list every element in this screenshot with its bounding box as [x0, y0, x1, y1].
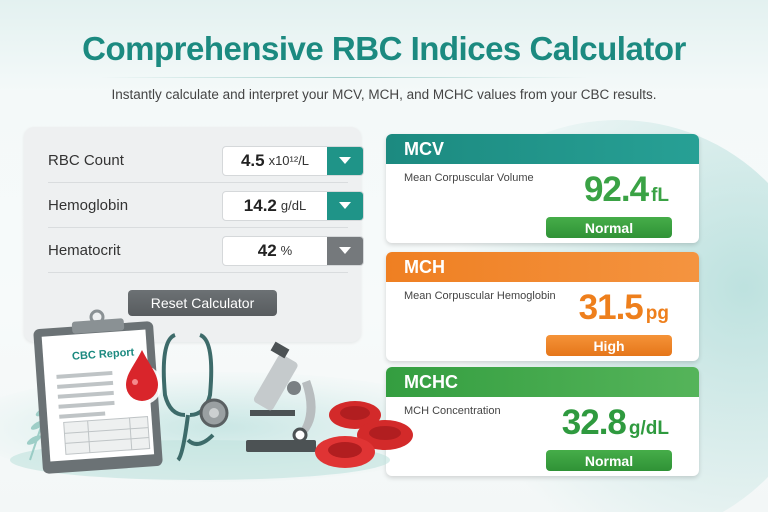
rbc-count-field[interactable]: 4.5 x10¹²/L — [222, 145, 364, 176]
page-subtitle: Instantly calculate and interpret your M… — [111, 87, 657, 102]
blood-drop-icon — [122, 350, 162, 405]
mch-status-badge: High — [546, 335, 672, 356]
mcv-value: 92.4 fL — [583, 170, 669, 209]
hematocrit-label: Hematocrit — [48, 242, 121, 259]
title-divider — [100, 77, 588, 78]
result-card-mch: MCH Mean Corpuscular Hemoglobin 31.5 pg H… — [386, 252, 699, 361]
result-card-mcv: MCV Mean Corpuscular Volume 92.4 fL Norma… — [386, 134, 699, 243]
stethoscope-icon — [161, 333, 229, 462]
rbc-count-unit: x10¹²/L — [268, 153, 310, 168]
rbc-count-label: RBC Count — [48, 152, 124, 169]
rbc-count-input[interactable]: 4.5 x10¹²/L — [240, 150, 310, 170]
rbc-count-dropdown-button[interactable] — [327, 146, 363, 175]
mcv-status-badge: Normal — [546, 217, 672, 238]
mcv-card-header: MCV — [386, 134, 699, 164]
hemoglobin-field[interactable]: 14.2 g/dL — [222, 190, 364, 221]
input-panel: RBC Count 4.5 x10¹²/L Hemoglobin 14.2 g/dL… — [24, 127, 364, 342]
hematocrit-dropdown-button[interactable] — [327, 236, 363, 265]
hemoglobin-dropdown-button[interactable] — [327, 191, 363, 220]
hemoglobin-input[interactable]: 14.2 g/dL — [243, 195, 307, 215]
mch-value: 31.5 pg — [578, 288, 669, 327]
red-blood-cells-icon — [315, 401, 413, 468]
medical-illustration: CBC Report — [10, 309, 413, 480]
chevron-down-icon — [339, 157, 351, 164]
chevron-down-icon — [339, 202, 351, 209]
hemoglobin-label: Hemoglobin — [48, 197, 129, 214]
hemoglobin-unit: g/dL — [280, 198, 307, 213]
chevron-down-icon — [339, 247, 351, 254]
mchc-description: MCH Concentration — [404, 405, 501, 417]
mchc-status-badge: Normal — [546, 450, 672, 471]
input-row-hemoglobin: Hemoglobin 14.2 g/dL — [48, 184, 364, 228]
mchc-value: 32.8 g/dL — [561, 403, 669, 442]
svg-text:CBC Report: CBC Report — [72, 346, 135, 362]
input-row-hematocrit: Hematocrit 42% — [48, 229, 364, 273]
result-card-mchc: MCHC MCH Concentration 32.8 g/dL Normal — [386, 367, 699, 476]
hematocrit-input[interactable]: 42% — [257, 240, 293, 260]
hematocrit-field[interactable]: 42% — [222, 235, 364, 266]
input-row-rbc-count: RBC Count 4.5 x10¹²/L — [48, 139, 364, 183]
mch-card-header: MCH — [386, 252, 699, 282]
page-title: Comprehensive RBC Indices Calculator — [82, 30, 686, 67]
clipboard-icon: CBC Report — [33, 309, 163, 474]
hematocrit-unit: % — [280, 243, 293, 258]
mchc-card-header: MCHC — [386, 367, 699, 397]
reset-calculator-button[interactable]: Reset Calculator — [128, 290, 277, 316]
microscope-icon — [246, 341, 316, 452]
mcv-description: Mean Corpuscular Volume — [404, 172, 534, 184]
mch-description: Mean Corpuscular Hemoglobin — [404, 290, 556, 302]
